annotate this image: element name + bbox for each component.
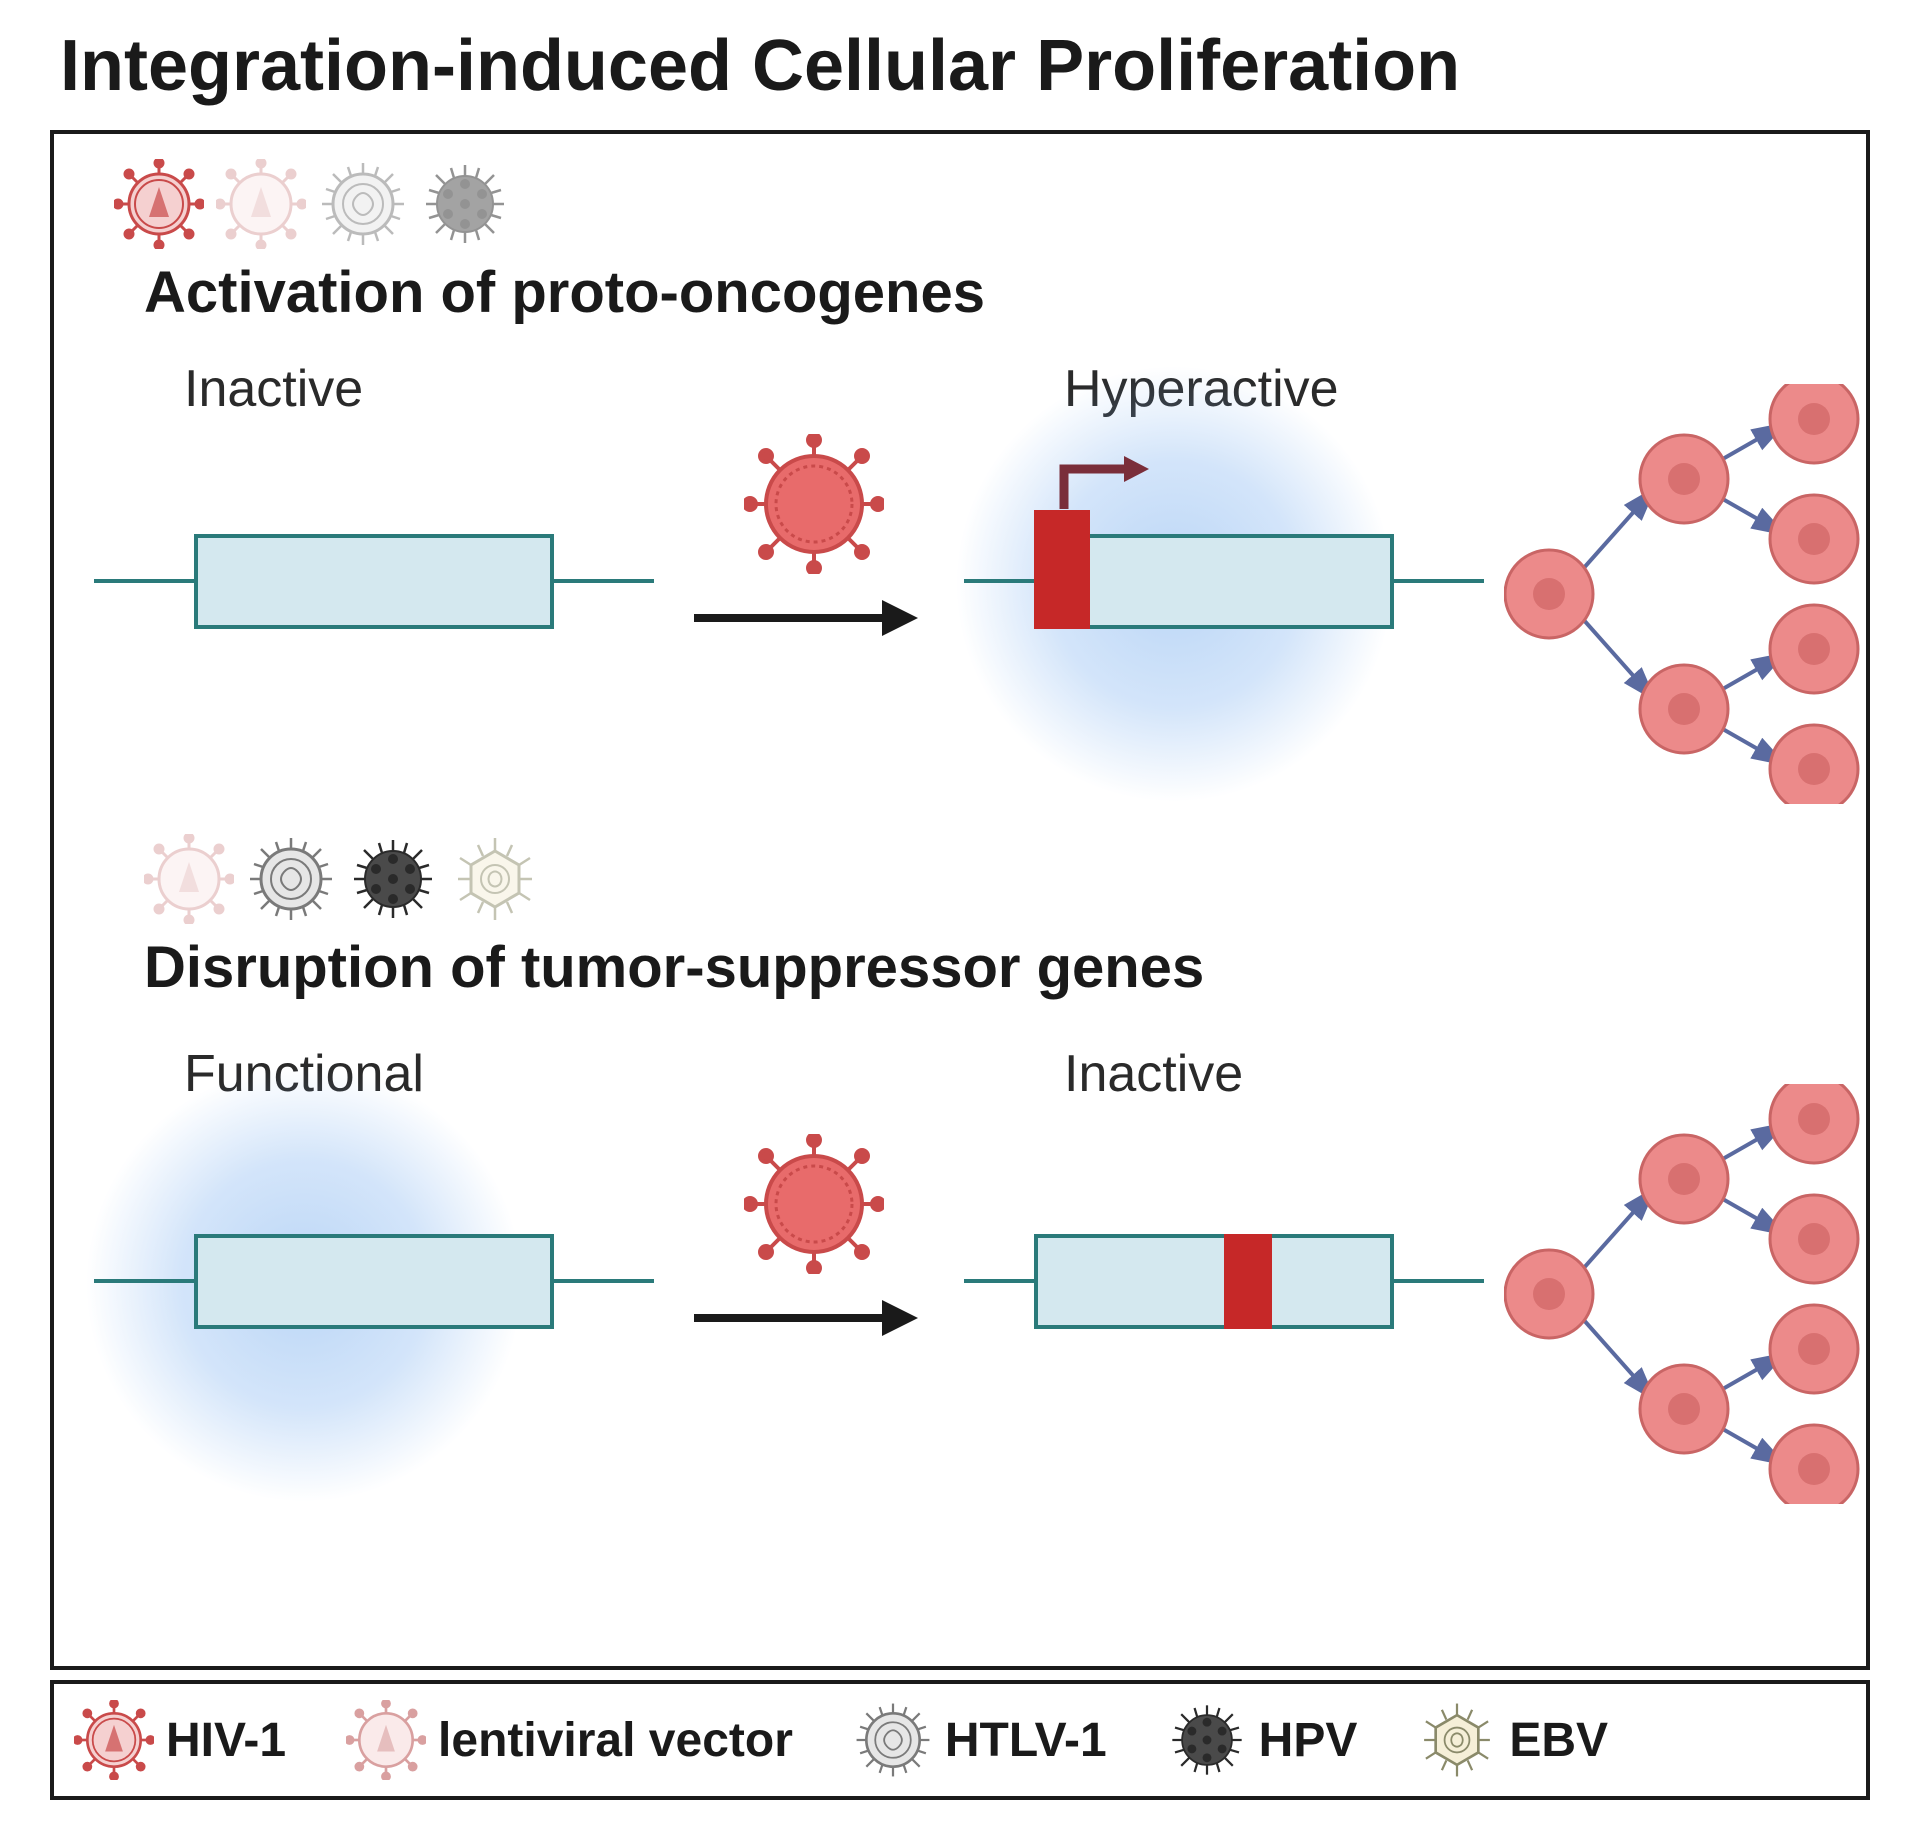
lentiviral-icon bbox=[346, 1700, 426, 1780]
section1-heading: Activation of proto-oncogenes bbox=[144, 259, 985, 326]
gene-line bbox=[94, 1279, 194, 1283]
arrow-shaft bbox=[694, 1314, 884, 1322]
gene-box-disrupted bbox=[1034, 1234, 1394, 1329]
legend-label: HPV bbox=[1259, 1713, 1358, 1768]
gene-box-functional bbox=[194, 1234, 554, 1329]
legend-item-htlv1: HTLV-1 bbox=[853, 1700, 1107, 1780]
legend-item-lentiviral: lentiviral vector bbox=[346, 1700, 793, 1780]
main-panel: Activation of proto-oncogenes Inactive H… bbox=[50, 130, 1870, 1670]
arrow-head-icon bbox=[882, 600, 918, 636]
gene-line bbox=[554, 1279, 654, 1283]
virus-big-icon bbox=[744, 1134, 884, 1274]
cell-tree-1 bbox=[1504, 384, 1864, 804]
diagram-container: Integration-induced Cellular Proliferati… bbox=[0, 0, 1920, 1829]
legend-label: lentiviral vector bbox=[438, 1713, 793, 1768]
hiv1-icon bbox=[114, 159, 204, 249]
ebv-icon bbox=[450, 834, 540, 924]
legend-item-hiv1: HIV-1 bbox=[74, 1700, 286, 1780]
section2-state-right: Inactive bbox=[1064, 1044, 1243, 1104]
main-title: Integration-induced Cellular Proliferati… bbox=[60, 25, 1460, 107]
section1-virus-row bbox=[114, 159, 510, 249]
legend-label: HIV-1 bbox=[166, 1713, 286, 1768]
legend-item-hpv: HPV bbox=[1167, 1700, 1358, 1780]
legend-item-ebv: EBV bbox=[1417, 1700, 1608, 1780]
legend-label: EBV bbox=[1509, 1713, 1608, 1768]
arrow-head-icon bbox=[882, 1300, 918, 1336]
viral-insert bbox=[1034, 510, 1090, 629]
hpv-icon bbox=[420, 159, 510, 249]
viral-insert bbox=[1224, 1234, 1272, 1329]
legend-label: HTLV-1 bbox=[945, 1713, 1107, 1768]
lentiviral-icon bbox=[216, 159, 306, 249]
section2-virus-row bbox=[144, 834, 540, 924]
gene-line bbox=[1394, 579, 1484, 583]
hpv-icon bbox=[1167, 1700, 1247, 1780]
legend-panel: HIV-1 lentiviral vector HTLV-1 HPV EBV bbox=[50, 1680, 1870, 1800]
gene-line bbox=[94, 579, 194, 583]
hiv1-icon bbox=[74, 1700, 154, 1780]
section1-state-left: Inactive bbox=[184, 359, 363, 419]
ebv-icon bbox=[1417, 1700, 1497, 1780]
gene-line bbox=[964, 1279, 1034, 1283]
virus-big-icon bbox=[744, 434, 884, 574]
htlv1-icon bbox=[246, 834, 336, 924]
section2-heading: Disruption of tumor-suppressor genes bbox=[144, 934, 1204, 1001]
gene-line bbox=[964, 579, 1034, 583]
gene-line bbox=[1394, 1279, 1484, 1283]
htlv1-icon bbox=[853, 1700, 933, 1780]
lentiviral-icon bbox=[144, 834, 234, 924]
arrow-shaft bbox=[694, 614, 884, 622]
cell-tree-2 bbox=[1504, 1084, 1864, 1504]
htlv1-icon bbox=[318, 159, 408, 249]
hpv-icon bbox=[348, 834, 438, 924]
promoter-arrow-icon bbox=[1054, 454, 1154, 514]
gene-box-inactive bbox=[194, 534, 554, 629]
gene-line bbox=[554, 579, 654, 583]
